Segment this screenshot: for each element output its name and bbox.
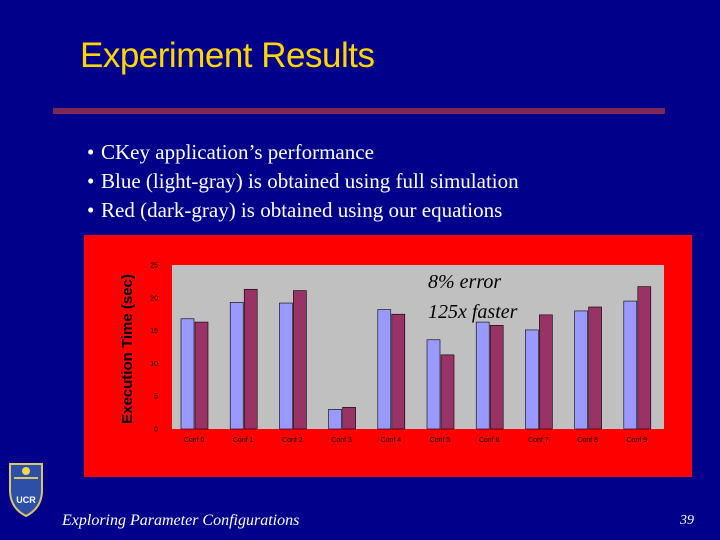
annotation-speedup: 125x faster	[428, 301, 518, 323]
y-tick-label: 5	[154, 394, 158, 401]
bar-simulation	[426, 339, 441, 430]
slide-title: Experiment Results	[80, 36, 375, 75]
bullet-list: • CKey application’s performance • Blue (l…	[87, 138, 519, 225]
bar-simulation	[377, 309, 392, 430]
y-axis-label: Execution Time (sec)	[119, 274, 136, 424]
bullet-item: • Blue (light-gray) is obtained using ful…	[87, 167, 519, 196]
bar-simulation	[525, 329, 539, 430]
x-tick-label: Conf 5	[430, 437, 451, 444]
bullet-item: • Red (dark-gray) is obtained using our e…	[87, 196, 519, 225]
annotation-error: 8% error	[428, 271, 502, 293]
bullet-item: • CKey application’s performance	[87, 138, 519, 167]
bullet-text: Red (dark-gray) is obtained using our eq…	[101, 198, 503, 222]
y-tick-label: 15	[150, 328, 158, 335]
bullet-text: Blue (light-gray) is obtained using full…	[101, 169, 519, 193]
bullet-text: CKey application’s performance	[101, 140, 374, 164]
bar-equations	[194, 321, 209, 430]
y-tick-label: 10	[150, 361, 158, 368]
x-tick-label: Conf 0	[184, 437, 205, 444]
bar-simulation	[180, 318, 195, 430]
bar-simulation	[574, 310, 588, 430]
bar-simulation	[328, 409, 342, 430]
x-tick-label: Conf 4	[380, 437, 401, 444]
page-number: 39	[680, 513, 694, 528]
x-tick-label: Conf 3	[331, 437, 352, 444]
logo-text: UCR	[16, 495, 36, 505]
chart-panel: Execution Time (sec) 0 5 10 15 20 25 Conf 0 Con…	[84, 235, 692, 477]
bar-equations	[588, 306, 602, 430]
university-seal-icon: UCR	[9, 463, 43, 518]
bar-simulation	[229, 302, 244, 430]
bar-equations	[440, 354, 455, 430]
x-tick-label: Conf 2	[282, 437, 303, 444]
bar-simulation	[475, 321, 490, 430]
bar-equations	[243, 288, 258, 430]
bullet-marker: •	[87, 140, 95, 164]
x-tick-label: Conf 9	[626, 437, 647, 444]
bar-equations	[293, 290, 307, 430]
x-tick-label: Conf 7	[528, 437, 549, 444]
bar-simulation	[623, 300, 638, 430]
x-tick-label: Conf 1	[233, 437, 254, 444]
y-tick-label: 20	[150, 295, 158, 302]
bar-equations	[637, 286, 652, 430]
bar-equations	[539, 314, 553, 430]
title-divider	[53, 108, 665, 114]
bullet-marker: •	[87, 198, 95, 222]
footer-text: Exploring Parameter Configurations	[62, 512, 300, 529]
x-tick-label: Conf 6	[479, 437, 500, 444]
bullet-marker: •	[87, 169, 95, 193]
bar-equations	[391, 313, 406, 430]
bar-equations	[489, 325, 504, 430]
x-tick-label: Conf 8	[577, 437, 598, 444]
bar-simulation	[279, 302, 293, 430]
y-tick-label: 0	[154, 427, 158, 434]
bar-equations	[342, 407, 356, 430]
y-tick-label: 25	[150, 263, 158, 270]
bar-chart: Execution Time (sec) 0 5 10 15 20 25 Conf 0 Con…	[119, 263, 664, 444]
